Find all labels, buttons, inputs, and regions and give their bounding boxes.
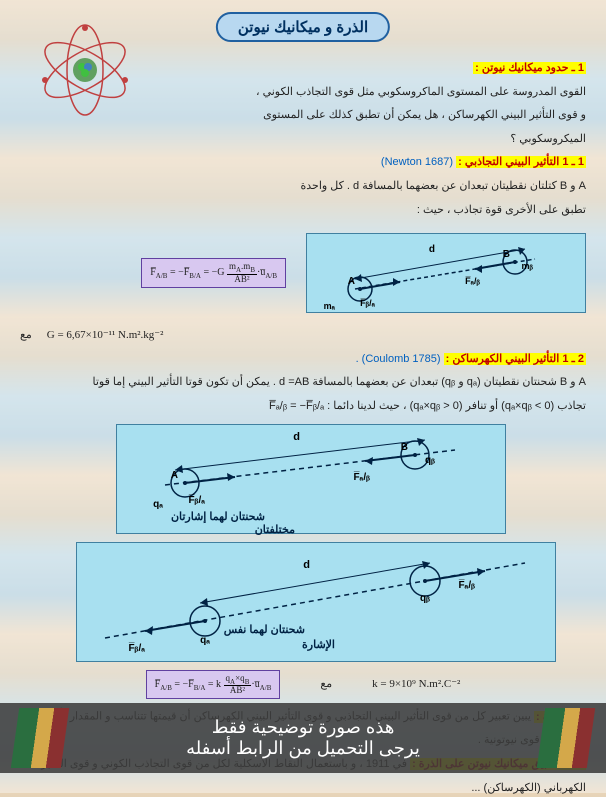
- section-1-1-p2: تطبق على الأخرى قوة تجاذب ، حيث :: [20, 202, 586, 220]
- section-1-p2: و قوى التأثير البيني الكهرساكن ، هل يمكن…: [160, 107, 586, 125]
- section-1-p1: القوى المدروسة على المستوى الماكروسكوبي …: [160, 84, 586, 102]
- svg-text:qᵦ: qᵦ: [425, 455, 435, 466]
- svg-text:B: B: [401, 442, 408, 453]
- svg-text:mᵦ: mᵦ: [522, 261, 534, 271]
- atom-diagram: [30, 20, 140, 120]
- section-1-2-heading: 2 ـ 1 التأثير البيني الكهرساكن : (Coulom…: [20, 351, 586, 369]
- svg-text:d: d: [303, 559, 310, 571]
- watermark-overlay: هذه صورة توضيحية فقط يرجى التحميل من الر…: [0, 703, 606, 773]
- document-page: الذرة و ميكانيك نيوتن 1 ـ حدود ميكانيك ن…: [0, 0, 606, 793]
- section-1-2-p2: تجاذب (qₐ×qᵦ < 0) أو تنافر (qₐ×qᵦ > 0) ،…: [20, 398, 586, 416]
- svg-text:F̅ₐ/ᵦ: F̅ₐ/ᵦ: [353, 471, 370, 483]
- svg-text:F̅ᵦ/ₐ: F̅ᵦ/ₐ: [188, 494, 205, 506]
- svg-text:شحنتان لهما نفس: شحنتان لهما نفس: [224, 624, 305, 636]
- section-1-3-p2: الكهرباني (الكهرساكن) ...: [20, 780, 586, 797]
- gravity-constant: G = 6,67×10⁻¹¹ N.m².kg⁻²: [47, 327, 164, 345]
- section-1-1-p1: A و B كتلتان نقطيتان تبعدان عن بعضهما با…: [20, 178, 586, 196]
- diagram-coulomb-opposite: A B F̅ᵦ/ₐ F̅ₐ/ᵦ qₐ qᵦ d شحنتان لهما إشار…: [116, 424, 506, 534]
- svg-text:B: B: [503, 249, 510, 260]
- formula-coulomb: F̅A/B = −F̅B/A = k qA×qBAB²·u̅A/B: [146, 670, 281, 700]
- overlay-line-1: هذه صورة توضيحية فقط: [212, 717, 395, 738]
- constant-label-2: مع: [320, 676, 332, 694]
- page-title: الذرة و ميكانيك نيوتن: [216, 12, 390, 42]
- svg-text:qᵦ: qᵦ: [420, 593, 430, 604]
- svg-text:mₐ: mₐ: [324, 301, 336, 311]
- constant-label-1: مع: [20, 327, 32, 345]
- svg-text:d: d: [429, 244, 435, 255]
- section-1-2-p1: A و B شحنتان نقطيتان (qₐ و qᵦ) تبعدان عن…: [20, 374, 586, 392]
- overlay-line-2: يرجى التحميل من الرابط أسفله: [186, 738, 420, 759]
- formula-gravity: F̅A/B = −F̅B/A = −G mA.mBAB²·u̅A/B: [141, 258, 286, 288]
- svg-text:A: A: [348, 276, 355, 287]
- svg-text:d: d: [293, 431, 300, 443]
- svg-text:F̅ᵦ/ₐ: F̅ᵦ/ₐ: [360, 298, 376, 308]
- svg-text:qₐ: qₐ: [200, 635, 210, 646]
- diagram-gravity: A B F̅ᵦ/ₐ F̅ₐ/ᵦ mₐ mᵦ d: [306, 233, 586, 313]
- content-body: 1 ـ حدود ميكانيك نيوتن : القوى المدروسة …: [20, 10, 586, 797]
- svg-text:A: A: [171, 470, 178, 481]
- svg-text:الإشارة: الإشارة: [302, 639, 335, 652]
- diagram-coulomb-same: F̅ᵦ/ₐ F̅ₐ/ᵦ qₐ qᵦ d شحنتان لهما نفس الإش…: [76, 542, 556, 662]
- svg-text:مختلفتان: مختلفتان: [255, 524, 295, 535]
- svg-text:F̅ᵦ/ₐ: F̅ᵦ/ₐ: [128, 642, 145, 654]
- section-1-p3: الميكروسكوبي ؟: [20, 131, 586, 149]
- coulomb-constant: k = 9×10⁹ N.m².C⁻²: [372, 676, 460, 694]
- svg-text:F̅ₐ/ᵦ: F̅ₐ/ᵦ: [458, 579, 475, 591]
- svg-text:شحنتان لهما إشارتان: شحنتان لهما إشارتان: [171, 511, 265, 524]
- svg-text:qₐ: qₐ: [153, 499, 163, 510]
- section-1-1-heading: 1 ـ 1 التأثير البيني التجاذبي : (Newton …: [20, 154, 586, 172]
- svg-text:F̅ₐ/ᵦ: F̅ₐ/ᵦ: [465, 276, 480, 286]
